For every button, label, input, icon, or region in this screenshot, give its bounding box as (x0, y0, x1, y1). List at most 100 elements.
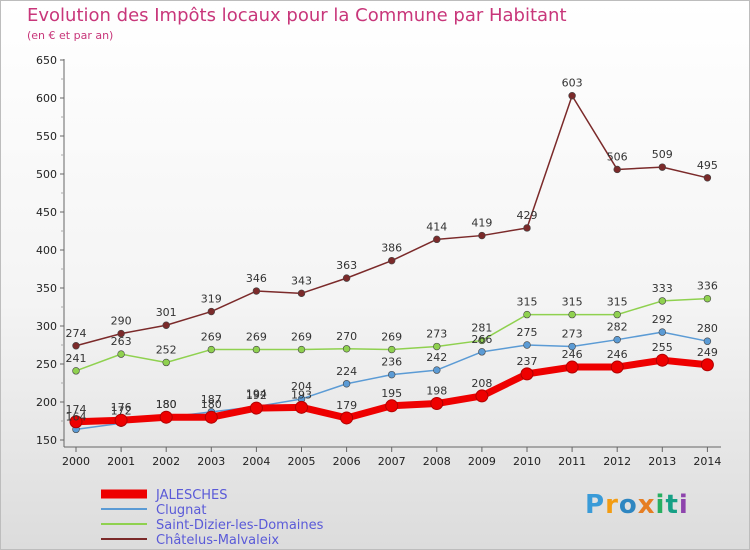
data-point (568, 92, 576, 100)
data-label: 204 (291, 380, 312, 393)
y-tick-label: 150 (36, 434, 57, 447)
data-point (613, 310, 621, 319)
data-point (297, 345, 306, 354)
data-point (478, 336, 486, 345)
data-label: 252 (156, 343, 177, 356)
data-point (568, 310, 576, 319)
data-point (204, 410, 218, 424)
x-tick-label: 2003 (197, 455, 225, 468)
data-point (117, 329, 125, 338)
data-label: 315 (607, 296, 628, 309)
data-point (475, 389, 489, 403)
legend-label: Clugnat (156, 503, 206, 518)
data-point (342, 274, 351, 282)
data-label: 301 (156, 306, 177, 319)
data-label: 198 (426, 385, 447, 398)
x-tick-label: 2012 (603, 455, 631, 468)
data-label: 509 (652, 148, 673, 161)
data-point (610, 360, 624, 374)
data-label: 172 (111, 404, 132, 417)
data-point (700, 358, 714, 372)
data-label: 164 (66, 410, 87, 423)
data-point (433, 235, 441, 244)
data-label: 263 (111, 335, 132, 348)
legend-label: Châtelus-Malvaleix (156, 533, 279, 548)
chart-subtitle: (en € et par an) (27, 29, 114, 42)
data-point (523, 341, 531, 349)
data-label: 333 (652, 282, 673, 295)
legend: JALESCHESClugnatSaint-Dizier-les-Domaine… (101, 488, 324, 548)
data-label: 506 (607, 150, 628, 163)
data-label: 269 (246, 331, 267, 344)
data-point (342, 345, 351, 353)
y-tick-label: 450 (36, 206, 57, 219)
data-label: 174 (66, 403, 87, 416)
data-point (703, 294, 712, 303)
data-label: 242 (426, 351, 447, 364)
y-tick-label: 600 (36, 92, 57, 105)
y-tick-label: 300 (36, 320, 57, 333)
data-point (207, 345, 216, 354)
data-label: 187 (201, 393, 222, 406)
data-label: 249 (697, 346, 718, 359)
data-label: 236 (381, 356, 402, 369)
data-point (114, 413, 128, 427)
data-point (207, 307, 216, 316)
data-point (249, 401, 263, 415)
logo-letter: r (605, 490, 619, 520)
axis-ticks: 150 200 250 300 350 400 450 500 550 600 650 2000 200… (36, 54, 721, 468)
y-tick-label: 500 (36, 168, 57, 181)
data-label: 386 (381, 242, 402, 255)
data-label: 193 (291, 388, 312, 401)
data-label: 363 (336, 259, 357, 272)
logo-letter: t (665, 490, 679, 520)
logo-letter: P (585, 490, 606, 520)
logo-letter: x (637, 490, 656, 520)
data-point (72, 367, 80, 375)
data-label: 319 (201, 293, 222, 306)
data-point (703, 337, 712, 345)
logo-letter: o (618, 490, 638, 520)
data-label: 273 (562, 328, 583, 341)
data-point (658, 328, 666, 336)
data-point (388, 256, 396, 265)
data-label: 346 (246, 272, 267, 285)
data-label: 176 (111, 401, 132, 414)
data-label: 241 (66, 352, 87, 365)
data-label: 246 (562, 348, 583, 361)
logo-letter: i (655, 490, 666, 520)
data-label: 275 (517, 326, 538, 339)
data-point (613, 335, 621, 344)
y-tick-label: 200 (36, 396, 57, 409)
data-label: 270 (336, 330, 357, 343)
data-label: 315 (562, 296, 583, 309)
x-tick-label: 2013 (648, 455, 676, 468)
x-tick-label: 2004 (242, 455, 270, 468)
data-point (340, 411, 354, 425)
data-point (613, 165, 621, 174)
data-label: 180 (201, 398, 222, 411)
legend-label: Saint-Dizier-les-Domaines (156, 518, 324, 533)
data-label: 336 (697, 280, 718, 293)
legend-label: JALESCHES (155, 488, 228, 503)
data-label: 195 (381, 387, 402, 400)
data-point (478, 231, 486, 240)
data-point (252, 287, 261, 295)
data-label: 246 (607, 348, 628, 361)
x-tick-label: 2011 (558, 455, 586, 468)
y-tick-label: 400 (36, 244, 57, 257)
data-label: 192 (246, 389, 267, 402)
data-point (568, 342, 576, 351)
data-point (658, 163, 666, 171)
data-point (117, 350, 125, 358)
data-point (162, 321, 170, 329)
data-point (523, 224, 531, 232)
y-tick-label: 650 (36, 54, 57, 67)
data-label: 343 (291, 274, 312, 287)
x-tick-label: 2005 (288, 455, 316, 468)
data-label: 429 (517, 209, 538, 222)
x-tick-label: 2001 (107, 455, 135, 468)
x-tick-label: 2000 (62, 455, 90, 468)
